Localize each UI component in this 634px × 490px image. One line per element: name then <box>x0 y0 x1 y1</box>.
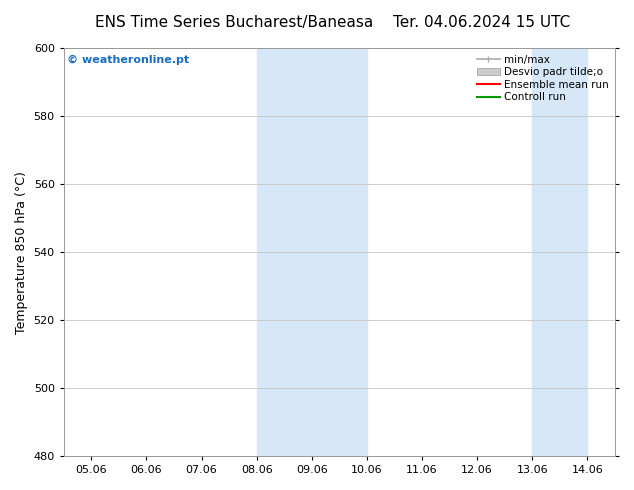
Y-axis label: Temperature 850 hPa (°C): Temperature 850 hPa (°C) <box>15 171 28 334</box>
Bar <box>532 49 587 456</box>
Legend: min/max, Desvio padr tilde;o, Ensemble mean run, Controll run: min/max, Desvio padr tilde;o, Ensemble m… <box>472 50 612 107</box>
Bar <box>257 49 367 456</box>
Text: Ter. 04.06.2024 15 UTC: Ter. 04.06.2024 15 UTC <box>393 15 571 30</box>
Text: ENS Time Series Bucharest/Baneasa: ENS Time Series Bucharest/Baneasa <box>96 15 373 30</box>
Text: © weatheronline.pt: © weatheronline.pt <box>67 55 189 65</box>
